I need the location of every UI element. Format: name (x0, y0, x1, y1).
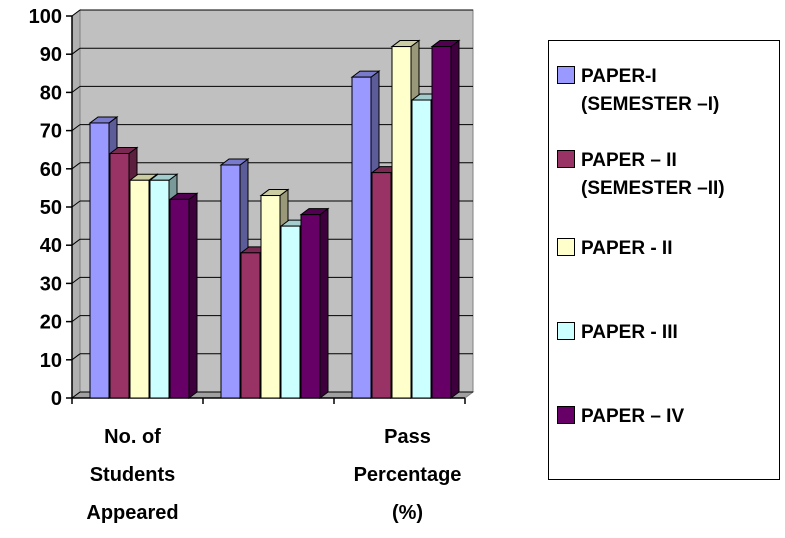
bar-front (371, 172, 392, 399)
x-category-labels: No. of Students Appeared Pass Percentage (%) (86, 426, 461, 524)
bar-front (260, 195, 281, 399)
bar-front (129, 179, 150, 399)
y-tick-label: 60 (40, 159, 62, 181)
x-category-label: (%) (392, 502, 423, 524)
legend-label: PAPER-I (SEMESTER –I) (581, 66, 720, 115)
y-tick-label: 0 (51, 388, 62, 410)
bar-front (240, 252, 261, 399)
y-tick-label: 70 (40, 121, 62, 143)
legend-swatch (557, 66, 575, 84)
bar-front (89, 122, 110, 399)
legend-item-paper-iv: PAPER – IV (557, 403, 684, 431)
bar-front (431, 46, 452, 399)
legend-label: PAPER - III (581, 322, 678, 343)
bar-front (169, 198, 190, 399)
legend-swatch (557, 150, 575, 168)
gridline-side (71, 162, 81, 170)
x-category-label: Appeared (86, 502, 178, 524)
legend-label: PAPER - II (581, 238, 673, 259)
legend-label: PAPER – II (SEMESTER –II) (581, 150, 725, 199)
legend-swatch (557, 322, 575, 340)
gridline-side (71, 9, 81, 17)
x-category-label: No. of (104, 426, 161, 448)
y-tick-label: 80 (40, 82, 62, 104)
gridline-side (71, 391, 81, 399)
legend-item-paper-ii-sem: PAPER – II (SEMESTER –II) (557, 147, 725, 203)
y-tick-label: 40 (40, 235, 62, 257)
bar (430, 39, 461, 399)
y-tick-label: 100 (29, 6, 62, 28)
x-category-label: Percentage (354, 464, 462, 486)
bar (299, 207, 330, 399)
bar-side (450, 39, 460, 399)
gridline-side (71, 353, 81, 361)
y-tick-label: 20 (40, 312, 62, 334)
gridline-side (71, 86, 81, 93)
x-category-label: Students (90, 464, 176, 486)
y-tick-label: 30 (40, 273, 62, 295)
bar-front (220, 164, 241, 399)
bar-front (411, 99, 432, 399)
legend-label: PAPER – IV (581, 406, 685, 427)
gridline-side (71, 47, 81, 55)
bar-front (300, 214, 321, 399)
gridline-side (71, 276, 81, 284)
legend-item-paper-iii: PAPER - III (557, 319, 678, 347)
x-category-label: Pass (384, 426, 431, 448)
y-tick-label: 50 (40, 197, 62, 219)
y-tick-label: 10 (40, 350, 62, 372)
y-tick-labels: 0 10 20 30 40 50 60 70 80 90 100 (29, 6, 62, 410)
bar (168, 192, 199, 399)
legend: PAPER-I (SEMESTER –I) PAPER – II (SEMEST… (548, 40, 780, 480)
bar-front (351, 76, 372, 399)
gridline-side (71, 124, 81, 132)
bar-front (149, 179, 170, 399)
gridline-side (71, 238, 81, 246)
bars (88, 39, 461, 399)
y-tick-label: 90 (40, 44, 62, 66)
bar-front (280, 225, 301, 399)
bar-side (188, 192, 198, 399)
gridline-side (71, 315, 81, 323)
legend-item-paper-i: PAPER-I (SEMESTER –I) (557, 63, 719, 119)
legend-swatch (557, 238, 575, 256)
bar-front (109, 153, 130, 399)
legend-swatch (557, 406, 575, 424)
bar-side (319, 207, 329, 399)
bar-front (391, 46, 412, 399)
legend-item-paper-ii: PAPER - II (557, 235, 673, 263)
gridline-side (71, 200, 81, 208)
